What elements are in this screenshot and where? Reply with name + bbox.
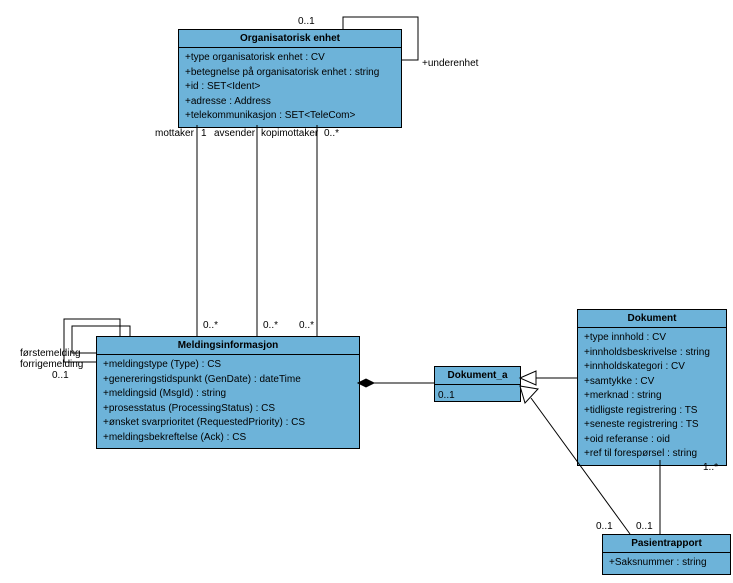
attr: +ref til forespørsel : string: [584, 447, 720, 462]
label-kopimottaker: kopimottaker: [261, 128, 318, 139]
attr: +seneste registrering : TS: [584, 418, 720, 433]
attr: +id : SET<Ident>: [185, 80, 395, 95]
mult: 0..*: [263, 320, 278, 331]
attr: +oid referanse : oid: [584, 433, 720, 448]
attr: +telekommunikasjon : SET<TeleCom>: [185, 109, 395, 124]
attr: +Saksnummer : string: [609, 556, 724, 571]
class-title: Meldingsinformasjon: [97, 337, 359, 355]
label-avsender: avsender: [214, 128, 255, 139]
attr: +ønsket svarprioritet (RequestedPriority…: [103, 416, 353, 431]
attr: +samtykke : CV: [584, 375, 720, 390]
attr: +innholdsbeskrivelse : string: [584, 346, 720, 361]
attr: +meldingstype (Type) : CS: [103, 358, 353, 373]
mult: 0..*: [299, 320, 314, 331]
attr: +type organisatorisk enhet : CV: [185, 51, 395, 66]
mult: 1..*: [703, 462, 718, 473]
label-forrigemelding: forrigemelding: [20, 359, 83, 370]
attr: +meldingsid (MsgId) : string: [103, 387, 353, 402]
attr: +innholdskategori : CV: [584, 360, 720, 375]
class-title: Pasientrapport: [603, 535, 730, 553]
label-forstemelding: førstemelding: [20, 348, 81, 359]
label-mottaker: mottaker: [155, 128, 194, 139]
class-title: Organisatorisk enhet: [179, 30, 401, 48]
class-attrs: +type innhold : CV +innholdsbeskrivelse …: [578, 328, 726, 465]
class-organisatorisk-enhet: Organisatorisk enhet +type organisatoris…: [178, 29, 402, 128]
mult: 0..*: [324, 128, 339, 139]
attr: +adresse : Address: [185, 95, 395, 110]
class-dokument: Dokument +type innhold : CV +innholdsbes…: [577, 309, 727, 466]
class-attrs: +meldingstype (Type) : CS +genereringsti…: [97, 355, 359, 448]
attr: +genereringstidspunkt (GenDate) : dateTi…: [103, 373, 353, 388]
attr: +merknad : string: [584, 389, 720, 404]
class-title: Dokument: [578, 310, 726, 328]
mult: 0..1: [636, 521, 653, 532]
class-title: Dokument_a: [435, 367, 520, 385]
mult: 0..*: [203, 320, 218, 331]
attr: +tidligste registrering : TS: [584, 404, 720, 419]
class-attrs: +Saksnummer : string: [603, 553, 730, 574]
mult: 0..1: [298, 16, 315, 27]
label-underenhet: +underenhet: [422, 58, 478, 69]
class-attrs: +type organisatorisk enhet : CV +betegne…: [179, 48, 401, 127]
mult: 1: [201, 128, 207, 139]
class-pasientrapport: Pasientrapport +Saksnummer : string: [602, 534, 731, 575]
mult: 0..1: [596, 521, 613, 532]
attr: +type innhold : CV: [584, 331, 720, 346]
attr: +meldingsbekreftelse (Ack) : CS: [103, 431, 353, 446]
mult: 0..1: [52, 370, 69, 381]
class-meldingsinformasjon: Meldingsinformasjon +meldingstype (Type)…: [96, 336, 360, 449]
attr: +betegnelse på organisatorisk enhet : st…: [185, 66, 395, 81]
attr: +prosesstatus (ProcessingStatus) : CS: [103, 402, 353, 417]
mult: 0..1: [438, 390, 455, 401]
